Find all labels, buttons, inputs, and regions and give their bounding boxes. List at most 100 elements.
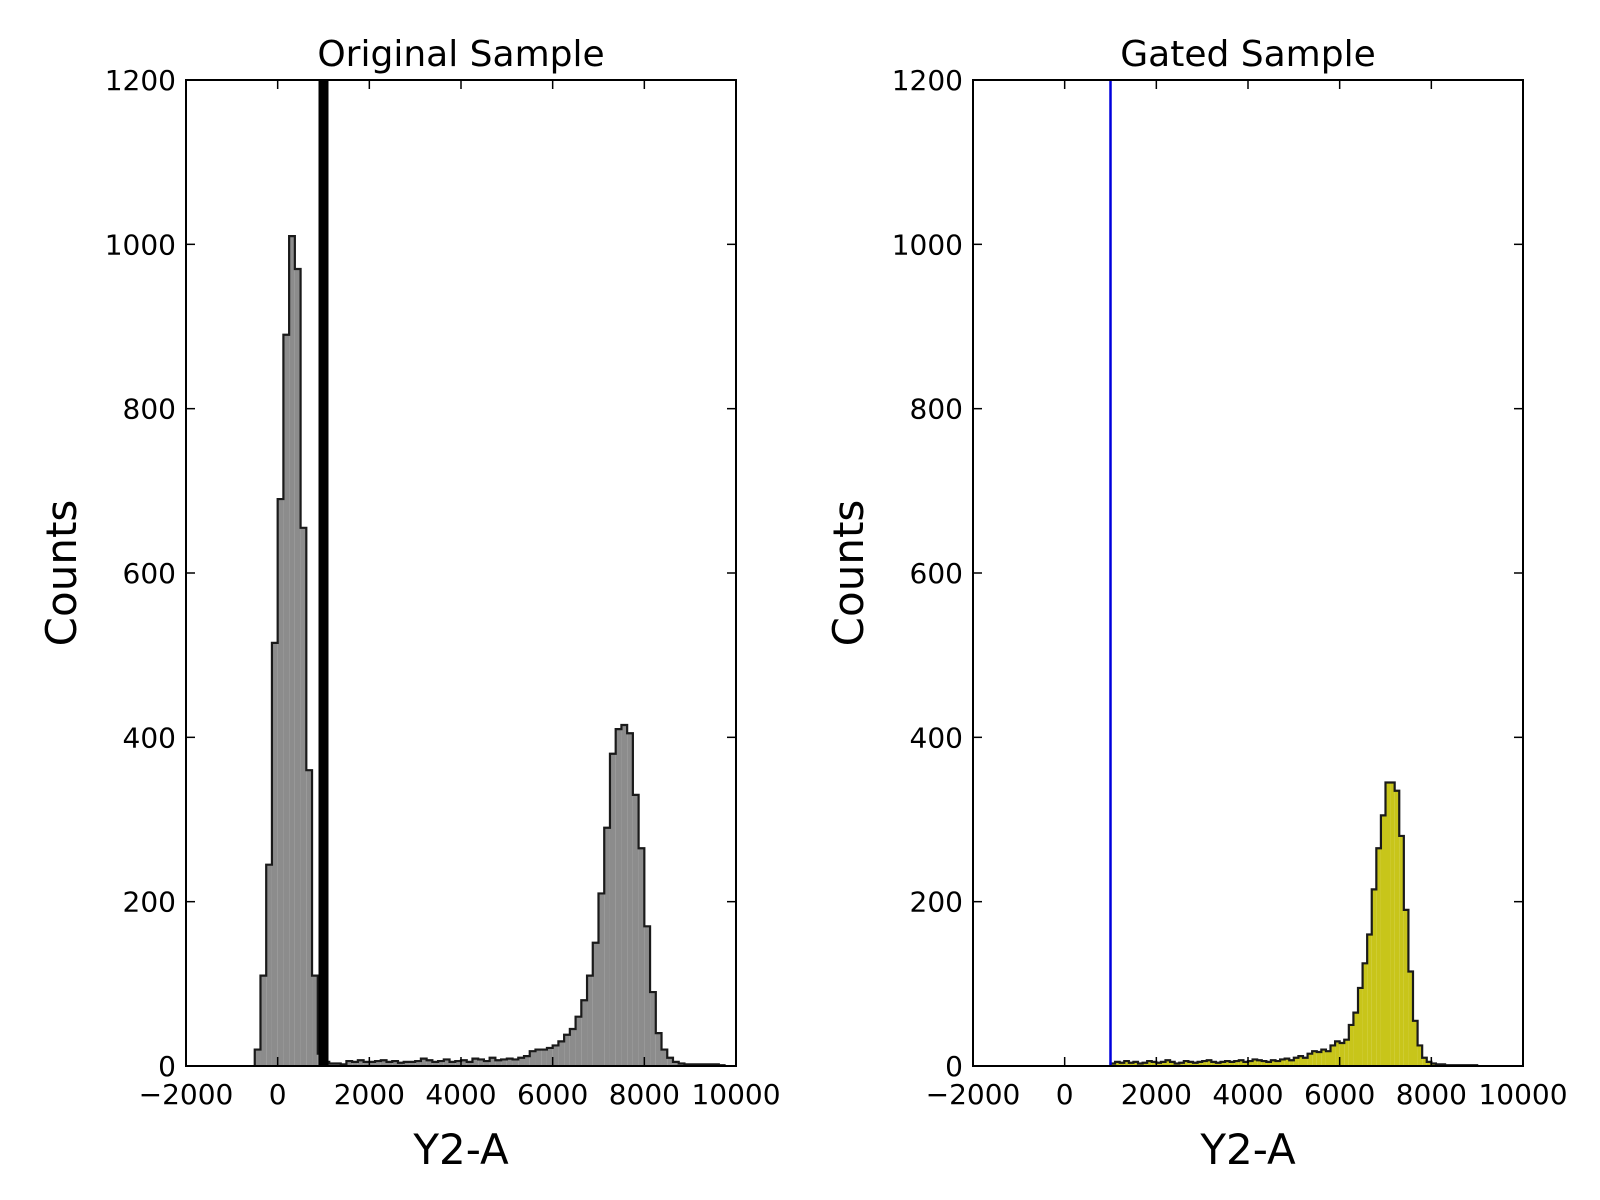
gated-sample-histogram-bar: [1298, 1056, 1303, 1066]
original-sample-histogram-bar: [294, 268, 301, 1066]
original-sample-histogram-bar: [535, 1049, 542, 1066]
gated-sample-histogram-bar: [1138, 1063, 1143, 1066]
gated-sample-histogram-bar: [1344, 1039, 1349, 1066]
original-sample-histogram-bar: [552, 1045, 559, 1066]
original-sample-histogram-bar: [615, 729, 622, 1066]
gated-sample-histogram-bar: [1417, 1045, 1423, 1066]
original-sample-histogram-bar: [397, 1062, 404, 1066]
gated-sample-histogram-bar: [1188, 1061, 1193, 1066]
original-sample-x-axis-label: Y2-A: [412, 1125, 509, 1174]
original-sample-histogram-bar: [627, 733, 633, 1066]
original-sample-histogram-bar: [403, 1061, 410, 1066]
gated-sample-histogram-bar: [1179, 1062, 1184, 1066]
original-sample-histogram-bar: [415, 1061, 421, 1066]
original-sample-y-tick-label: 200: [123, 886, 176, 919]
original-sample-histogram-bar: [558, 1041, 565, 1066]
original-sample-histogram-bar: [495, 1060, 502, 1066]
gated-sample-histogram-bar: [1371, 889, 1377, 1066]
original-sample-histogram-bar: [369, 1061, 376, 1066]
gated-sample-histogram-bar: [1266, 1061, 1271, 1066]
gated-sample-histogram-bar: [1115, 1061, 1120, 1066]
original-sample-histogram-bar: [592, 942, 599, 1066]
original-sample-histogram-bar: [438, 1061, 444, 1066]
original-sample-histogram-bar: [392, 1061, 398, 1066]
original-sample-histogram-bar: [283, 334, 290, 1066]
original-sample-x-tick-label: 10000: [691, 1078, 780, 1111]
original-sample-y-tick-label: 1000: [105, 228, 176, 261]
original-sample-x-tick-label: 6000: [517, 1078, 588, 1111]
gated-sample-histogram-bar: [1257, 1060, 1262, 1066]
gated-sample-panel: −2000 0 2000 4000 6000 8000 100000200400600800…: [824, 34, 1568, 1174]
original-sample-histogram-bar: [609, 753, 616, 1066]
gated-sample-y-tick-label: 1200: [892, 64, 963, 97]
gated-sample-histogram-bar: [1252, 1059, 1258, 1066]
gated-sample-histogram-bar: [1353, 1012, 1358, 1066]
original-sample-y-tick-label: 400: [123, 721, 176, 754]
gated-sample-x-tick-label: 6000: [1304, 1078, 1375, 1111]
original-sample-histogram-bar: [375, 1061, 381, 1066]
gated-sample-histogram-bar: [1303, 1057, 1308, 1066]
gated-sample-histogram-bar: [1119, 1062, 1125, 1066]
original-sample-x-tick-label: 8000: [609, 1078, 680, 1111]
original-sample-histogram-bar: [277, 499, 284, 1066]
original-sample-histogram-bar: [650, 992, 656, 1066]
original-sample-histogram-bar: [575, 1016, 582, 1066]
gated-sample-plot-area: [1109, 80, 1479, 1066]
gated-sample-histogram-bar: [1275, 1061, 1281, 1066]
original-sample-histogram-outline: [253, 235, 726, 1066]
gated-sample-y-tick-label: 400: [910, 721, 963, 754]
original-sample-histogram-bar: [254, 1049, 261, 1066]
original-sample-histogram-bar: [541, 1049, 547, 1066]
gated-sample-y-tick-label: 1000: [892, 228, 963, 261]
original-sample-histogram-bar: [621, 725, 628, 1066]
gated-sample-histogram-bar: [1335, 1041, 1340, 1066]
original-sample-histogram-bar: [300, 527, 307, 1066]
gated-sample-histogram-bar: [1215, 1062, 1221, 1066]
original-sample-histogram-bar: [312, 975, 318, 1066]
original-sample-histogram-bar: [655, 1033, 662, 1066]
original-sample-histogram-bar: [672, 1061, 679, 1066]
gated-sample-histogram-bar: [1147, 1061, 1152, 1066]
original-sample-histogram-bar: [506, 1058, 513, 1066]
gated-sample-histogram-bar: [1325, 1051, 1331, 1066]
original-sample-histogram-bar: [289, 236, 295, 1066]
gated-sample-histogram-bar: [1211, 1061, 1216, 1066]
gated-sample-histogram-bar: [1312, 1051, 1317, 1066]
gated-sample-histogram-bar: [1284, 1058, 1290, 1066]
original-sample-histogram-bar: [483, 1061, 490, 1066]
gated-sample-histogram-bar: [1330, 1045, 1336, 1066]
original-sample-histogram-bar: [678, 1063, 685, 1066]
gated-sample-histogram-bar: [1174, 1063, 1180, 1066]
gated-sample-histogram-bar: [1156, 1062, 1161, 1066]
original-sample-histogram-bar: [569, 1029, 576, 1066]
gated-sample-histogram-bar: [1339, 1042, 1345, 1066]
original-sample-histogram-bar: [357, 1060, 364, 1066]
original-sample-histogram-bar: [581, 1000, 588, 1066]
gated-sample-histogram-bar: [1422, 1057, 1427, 1066]
gated-sample-x-tick-label: 8000: [1396, 1078, 1467, 1111]
gated-sample-histogram-bar: [1321, 1049, 1326, 1066]
original-sample-histogram-bar: [420, 1058, 427, 1066]
original-sample-histogram-bar: [564, 1034, 570, 1066]
gated-sample-histogram-bar: [1431, 1063, 1436, 1066]
original-sample-histogram-bar: [432, 1061, 439, 1066]
gated-sample-histogram-bar: [1160, 1061, 1166, 1066]
original-sample-histogram-bar: [489, 1057, 496, 1066]
gated-sample-histogram-bar: [1151, 1061, 1157, 1066]
gated-sample-histogram-bar: [1243, 1061, 1248, 1066]
original-sample-title: Original Sample: [317, 34, 604, 75]
original-sample-histogram-bar: [266, 864, 272, 1066]
gated-sample-y-tick-label: 200: [910, 886, 963, 919]
gated-sample-y-tick-label: 600: [910, 557, 963, 590]
original-sample-x-tick-label: 0: [269, 1078, 287, 1111]
gated-sample-histogram-bar: [1197, 1061, 1203, 1066]
gated-sample-y-axis-label: Counts: [824, 500, 873, 647]
original-sample-histogram-bar: [363, 1061, 370, 1066]
gated-sample-histogram-bar: [1110, 1063, 1116, 1066]
original-sample-histogram-bar: [386, 1061, 393, 1066]
gated-sample-histogram-bar: [1358, 987, 1363, 1066]
gated-sample-histogram-outline: [1109, 781, 1479, 1066]
gated-sample-axes-frame: [972, 79, 1524, 1067]
gated-sample-histogram-bar: [1289, 1060, 1294, 1066]
original-sample-histogram-bar: [587, 975, 593, 1066]
